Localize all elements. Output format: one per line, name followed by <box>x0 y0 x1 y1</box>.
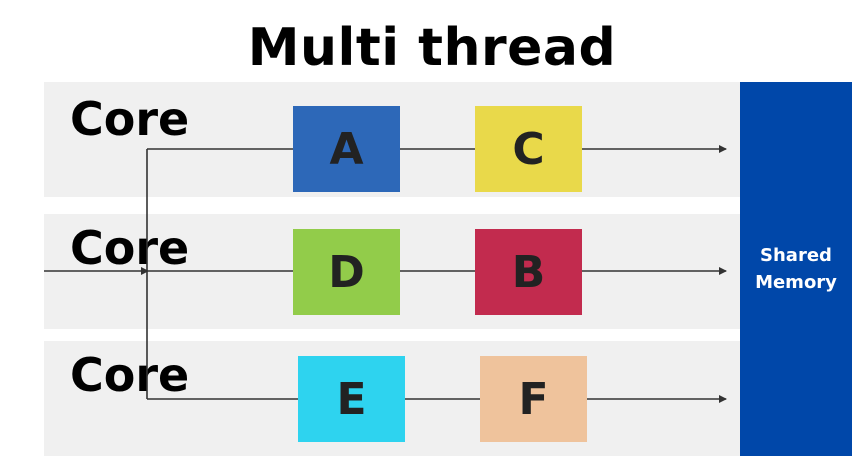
thread-box-f: F <box>480 356 587 442</box>
thread-box-b: B <box>475 229 582 315</box>
thread-box-c: C <box>475 106 582 192</box>
thread-box-d: D <box>293 229 400 315</box>
thread-box-a: A <box>293 106 400 192</box>
shared-memory-label: Shared Memory <box>755 242 837 296</box>
core-label-3: Core <box>70 348 190 402</box>
shared-memory-line2: Memory <box>755 272 837 293</box>
core-label-2: Core <box>70 221 190 275</box>
thread-box-e: E <box>298 356 405 442</box>
diagram-title: Multi thread <box>247 18 617 78</box>
core-label-1: Core <box>70 92 190 146</box>
shared-memory-block: Shared Memory <box>740 82 852 456</box>
shared-memory-line1: Shared <box>760 245 832 266</box>
